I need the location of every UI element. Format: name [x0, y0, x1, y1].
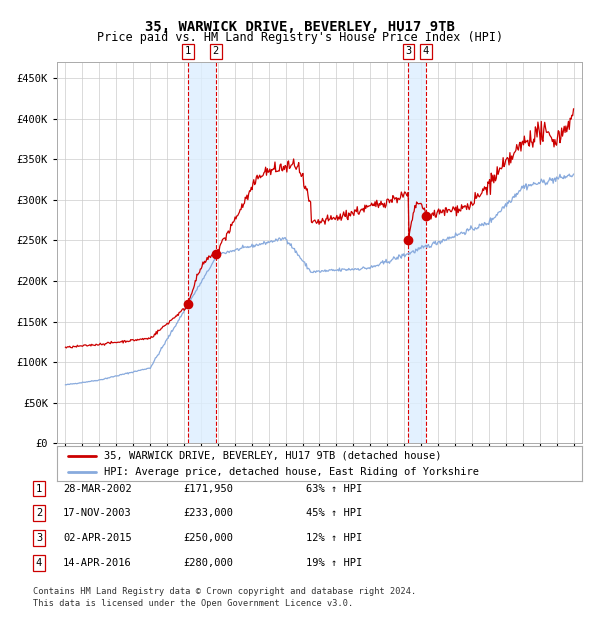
Text: 3: 3	[36, 533, 42, 543]
Text: 2: 2	[213, 46, 219, 56]
Bar	[409, 62, 426, 443]
Text: HPI: Average price, detached house, East Riding of Yorkshire: HPI: Average price, detached house, East…	[104, 467, 479, 477]
Text: 17-NOV-2003: 17-NOV-2003	[63, 508, 132, 518]
Text: £280,000: £280,000	[183, 558, 233, 568]
Text: 14-APR-2016: 14-APR-2016	[63, 558, 132, 568]
Text: 19% ↑ HPI: 19% ↑ HPI	[306, 558, 362, 568]
Text: 35, WARWICK DRIVE, BEVERLEY, HU17 9TB (detached house): 35, WARWICK DRIVE, BEVERLEY, HU17 9TB (d…	[104, 451, 442, 461]
Text: This data is licensed under the Open Government Licence v3.0.: This data is licensed under the Open Gov…	[33, 598, 353, 608]
Text: 12% ↑ HPI: 12% ↑ HPI	[306, 533, 362, 543]
Text: £171,950: £171,950	[183, 484, 233, 494]
Text: 45% ↑ HPI: 45% ↑ HPI	[306, 508, 362, 518]
Text: £250,000: £250,000	[183, 533, 233, 543]
Text: 28-MAR-2002: 28-MAR-2002	[63, 484, 132, 494]
Text: 2: 2	[36, 508, 42, 518]
Text: 63% ↑ HPI: 63% ↑ HPI	[306, 484, 362, 494]
Text: Price paid vs. HM Land Registry's House Price Index (HPI): Price paid vs. HM Land Registry's House …	[97, 31, 503, 44]
Text: 35, WARWICK DRIVE, BEVERLEY, HU17 9TB: 35, WARWICK DRIVE, BEVERLEY, HU17 9TB	[145, 20, 455, 34]
Text: 02-APR-2015: 02-APR-2015	[63, 533, 132, 543]
Text: Contains HM Land Registry data © Crown copyright and database right 2024.: Contains HM Land Registry data © Crown c…	[33, 587, 416, 596]
Text: 3: 3	[405, 46, 412, 56]
Text: 1: 1	[185, 46, 191, 56]
Text: £233,000: £233,000	[183, 508, 233, 518]
Text: 4: 4	[36, 558, 42, 568]
Bar	[188, 62, 216, 443]
Text: 1: 1	[36, 484, 42, 494]
Text: 4: 4	[423, 46, 429, 56]
